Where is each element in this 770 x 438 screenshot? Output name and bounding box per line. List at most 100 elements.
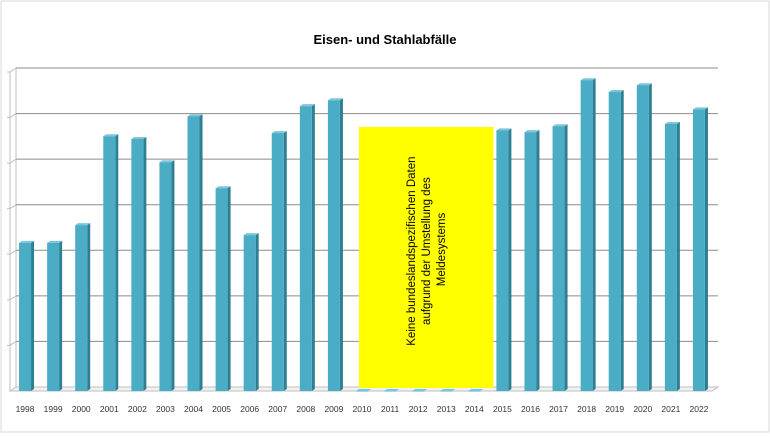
- bar-top: [47, 240, 63, 243]
- bar-top: [440, 389, 456, 391]
- bar-side: [564, 124, 568, 391]
- x-tick-label: 2018: [577, 404, 596, 414]
- bar: [327, 100, 340, 392]
- bar-2022: [692, 107, 708, 392]
- x-tick-label: 2001: [100, 404, 119, 414]
- bar-top: [692, 107, 708, 110]
- bar: [243, 235, 256, 391]
- x-tick-label: 2005: [212, 404, 231, 414]
- bar: [19, 242, 32, 391]
- bar-2008: [299, 104, 315, 391]
- x-tick-label: 2016: [521, 404, 540, 414]
- bar-top: [215, 186, 231, 189]
- bar-2005: [215, 186, 231, 391]
- bar-top: [187, 114, 203, 117]
- bar-top: [552, 124, 568, 127]
- bar: [131, 138, 144, 391]
- bar-2018: [580, 78, 596, 392]
- x-tick-label: 2013: [437, 404, 456, 414]
- x-tick-label: 2014: [465, 404, 484, 414]
- bar: [75, 225, 88, 391]
- x-tick-label: 2011: [381, 404, 400, 414]
- bar-side: [87, 223, 91, 391]
- bar-top: [384, 389, 400, 391]
- bar-2004: [187, 114, 203, 391]
- bar-2019: [608, 90, 624, 392]
- bar: [440, 391, 453, 392]
- bar-top: [75, 223, 91, 226]
- bar-top: [299, 104, 315, 107]
- gridline-side: [9, 249, 17, 255]
- x-tick-label: 2015: [493, 404, 512, 414]
- annotation-line: aufgrund der Umstellung des: [421, 177, 433, 325]
- bar-2012: [412, 389, 428, 392]
- bar: [496, 130, 509, 391]
- bar-side: [536, 130, 540, 391]
- x-tick-label: 2000: [72, 404, 91, 414]
- bar-side: [31, 240, 35, 391]
- bar-2013: [440, 389, 456, 392]
- bar-side: [283, 131, 287, 391]
- annotation-line: Keine bundeslandspezifischen Daten: [406, 156, 418, 345]
- bar-top: [636, 83, 652, 86]
- bar-2011: [384, 389, 400, 392]
- gridline-side: [9, 341, 17, 346]
- annotation-text: Keine bundeslandspezifischen Daten aufgr…: [406, 153, 448, 345]
- bar-top: [580, 78, 596, 81]
- bar-2014: [468, 389, 484, 392]
- bar-top: [327, 98, 343, 101]
- bar-side: [115, 134, 119, 391]
- bar-top: [159, 160, 175, 163]
- x-tick-label: 2002: [128, 404, 147, 414]
- x-tick-label: 2007: [268, 404, 287, 414]
- bar-top: [412, 389, 428, 391]
- bar-side: [704, 107, 708, 392]
- gridline-side: [9, 113, 17, 118]
- bar: [103, 136, 116, 391]
- bar-2002: [131, 136, 147, 391]
- bar-1999: [47, 240, 63, 391]
- gridline-side: [9, 158, 17, 164]
- bar: [552, 126, 565, 391]
- bar-2001: [103, 134, 119, 391]
- bar-side: [676, 121, 680, 392]
- x-tick-label: 2022: [689, 404, 708, 414]
- x-tick-label: 2020: [633, 404, 652, 414]
- bar: [47, 242, 60, 391]
- bar: [299, 106, 312, 391]
- x-tick-label: 1998: [16, 404, 35, 414]
- bar-side: [255, 233, 259, 391]
- bar: [580, 80, 593, 392]
- bar: [412, 391, 425, 392]
- bar: [384, 391, 397, 392]
- bar: [159, 162, 172, 391]
- bar: [468, 391, 481, 392]
- bar-top: [468, 389, 484, 391]
- x-tick-label: 2019: [605, 404, 624, 414]
- bar-top: [131, 136, 147, 139]
- x-tick-label: 2012: [409, 404, 428, 414]
- x-tick-label: 2009: [324, 404, 343, 414]
- gridline-side: [9, 67, 17, 73]
- bar-top: [103, 134, 119, 137]
- bar: [664, 123, 677, 392]
- annotation-line: Meldesystems: [436, 213, 448, 287]
- bar-2021: [664, 121, 680, 392]
- bar-top: [524, 130, 540, 133]
- bar-top: [608, 90, 624, 93]
- bar-2006: [243, 233, 259, 391]
- bar-top: [496, 128, 512, 131]
- bar-2010: [356, 389, 371, 392]
- chart-title: Eisen- und Stahlabfälle: [313, 32, 456, 47]
- bar-top: [664, 121, 680, 124]
- bar-side: [59, 240, 63, 391]
- bar-2020: [636, 83, 652, 392]
- bar: [608, 92, 621, 392]
- bar-side: [508, 128, 512, 392]
- x-tick-label: 2006: [240, 404, 259, 414]
- bar-side: [227, 186, 231, 391]
- bar-2009: [327, 98, 343, 392]
- x-tick-label: 1999: [44, 404, 63, 414]
- bar-side: [648, 83, 652, 392]
- bar-side: [620, 90, 624, 392]
